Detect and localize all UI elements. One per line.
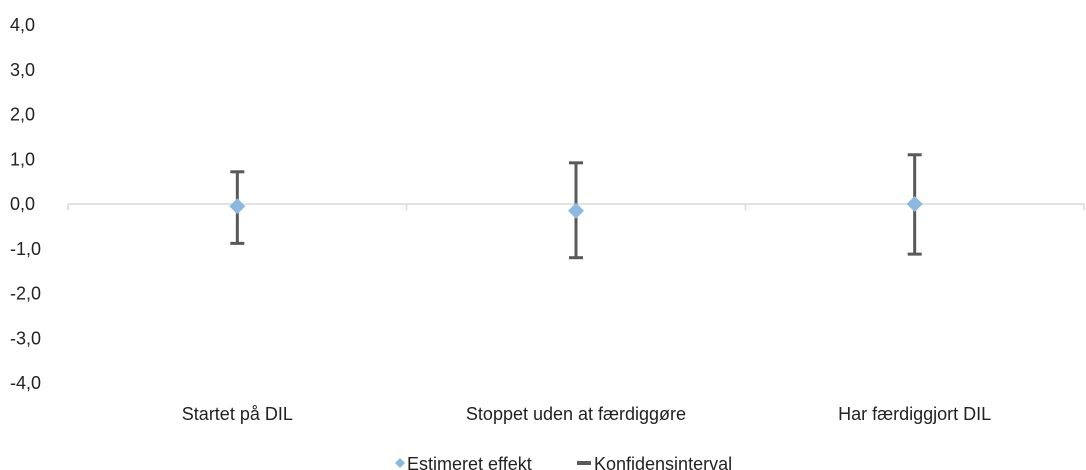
y-tick-label: 1,0 (10, 149, 35, 169)
y-tick-label: 0,0 (10, 194, 35, 214)
category-labels: Startet på DIL Stoppet uden at færdiggøre… (182, 404, 991, 424)
estimate-point (229, 198, 246, 215)
legend-label-interval: Konfidensinterval (594, 454, 732, 470)
y-tick-label: -2,0 (10, 284, 41, 304)
y-tick-label: -3,0 (10, 328, 41, 348)
category-label: Stoppet uden at færdiggøre (466, 404, 686, 424)
y-axis-ticks: 4,0 3,0 2,0 1,0 0,0 -1,0 -2,0 -3,0 -4,0 (10, 15, 41, 393)
legend: Estimeret effekt Konfidensinterval (395, 454, 732, 470)
estimate-points (229, 196, 923, 219)
y-tick-label: 2,0 (10, 105, 35, 125)
y-tick-label: 3,0 (10, 60, 35, 80)
legend-label-estimate: Estimeret effekt (407, 454, 532, 470)
y-tick-label: -4,0 (10, 373, 41, 393)
category-label: Startet på DIL (182, 404, 293, 424)
estimate-point (906, 196, 923, 212)
y-tick-label: -1,0 (10, 239, 41, 259)
y-tick-label: 4,0 (10, 15, 35, 35)
estimate-point (568, 202, 584, 219)
legend-marker-line (577, 461, 591, 465)
category-label: Har færdiggjort DIL (838, 404, 991, 424)
legend-marker-diamond (395, 458, 405, 468)
